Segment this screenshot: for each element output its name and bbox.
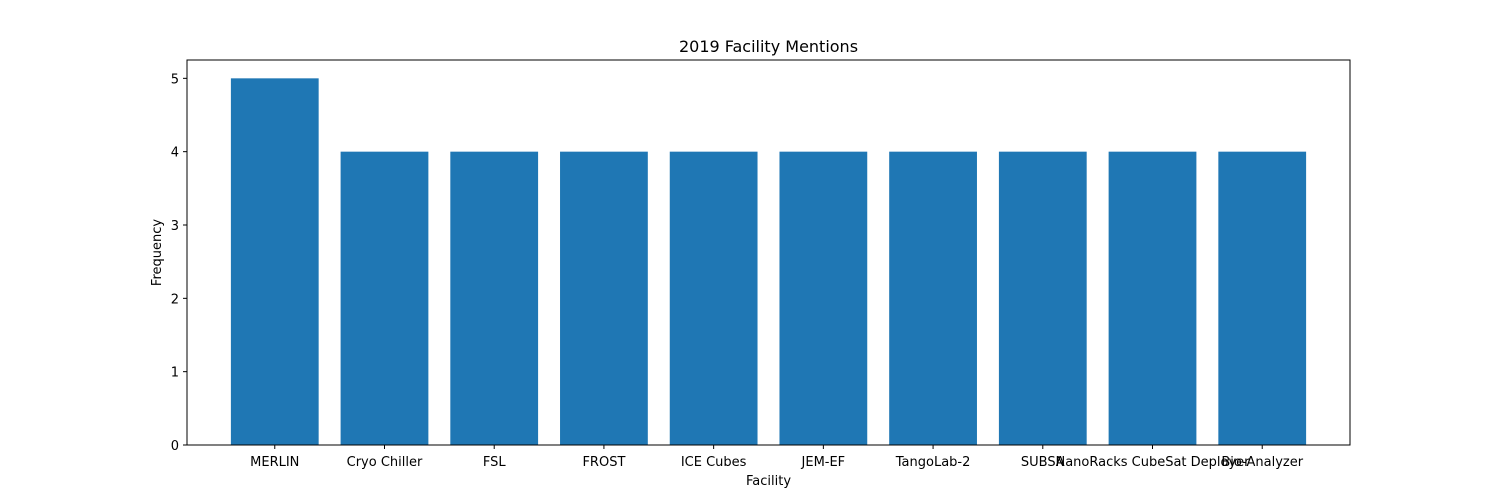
bar bbox=[669, 151, 758, 445]
bar bbox=[340, 151, 429, 445]
y-tick-label: 0 bbox=[171, 439, 179, 454]
x-tick-label: ICE Cubes bbox=[681, 455, 747, 470]
y-axis-ticks: 0 1 2 3 4 5 bbox=[171, 72, 187, 454]
y-tick-label: 2 bbox=[171, 292, 179, 307]
x-tick-label: MERLIN bbox=[250, 455, 299, 470]
x-tick-label: Bio-Analyzer bbox=[1221, 455, 1303, 470]
bar bbox=[560, 151, 648, 445]
bar bbox=[230, 78, 319, 445]
x-tick-label: FSL bbox=[483, 455, 507, 470]
y-axis-label: Frequency bbox=[150, 219, 165, 286]
bars-group bbox=[230, 78, 1307, 445]
bar bbox=[998, 151, 1087, 445]
x-tick-label: TangoLab-2 bbox=[895, 455, 971, 470]
plot-frame bbox=[186, 59, 1351, 446]
x-axis-ticks: MERLIN Cryo Chiller FSL FROST ICE Cubes JEM-E… bbox=[250, 445, 1304, 470]
bar bbox=[1218, 151, 1307, 445]
y-tick-label: 3 bbox=[171, 219, 179, 234]
y-tick-label: 4 bbox=[171, 146, 179, 161]
bar bbox=[1108, 151, 1197, 445]
x-tick-label: JEM-EF bbox=[801, 455, 846, 470]
bar bbox=[889, 151, 977, 445]
x-tick-label: Cryo Chiller bbox=[347, 455, 423, 470]
chart-title: 2019 Facility Mentions bbox=[679, 37, 858, 56]
x-axis-label: Facility bbox=[746, 474, 791, 489]
bar bbox=[450, 151, 539, 445]
bar bbox=[779, 151, 868, 445]
x-tick-label: FROST bbox=[582, 455, 625, 470]
x-tick-label: SUBSA bbox=[1021, 455, 1065, 470]
x-tick-label: NanoRacks CubeSat Deployer bbox=[1055, 455, 1250, 470]
y-tick-label: 5 bbox=[171, 72, 179, 87]
y-tick-label: 1 bbox=[171, 366, 179, 381]
